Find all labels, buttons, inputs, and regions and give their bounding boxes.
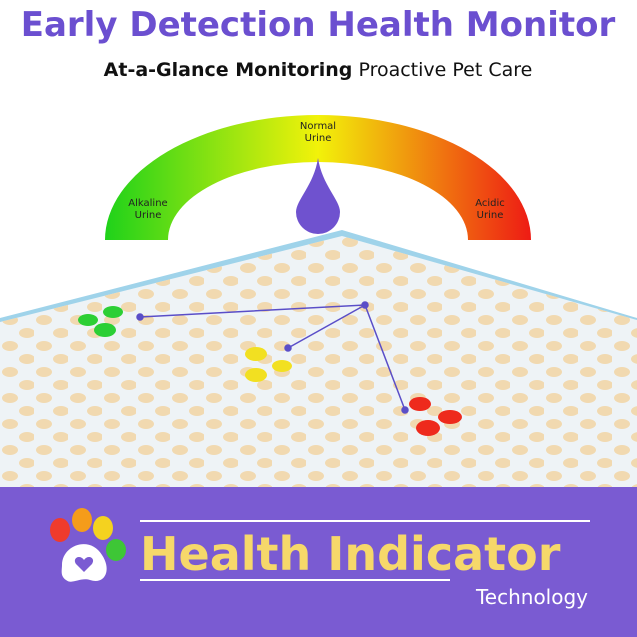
banner-title: Health Indicator bbox=[140, 527, 561, 581]
gauge-label: Acidic Urine bbox=[475, 198, 505, 221]
pointer-lines bbox=[136, 301, 409, 414]
pad bbox=[0, 230, 637, 487]
title: Early Detection Health Monitor bbox=[21, 5, 616, 45]
drop-icon bbox=[296, 158, 340, 234]
banner-subtitle: Technology bbox=[475, 585, 588, 609]
ph-gauge bbox=[105, 115, 531, 240]
banner bbox=[0, 487, 637, 637]
paw-stain-yellow bbox=[245, 347, 292, 382]
gauge-label: Normal Urine bbox=[300, 121, 336, 144]
gauge-label: Alkaline Urine bbox=[128, 198, 167, 221]
subtitle: At-a-Glance Monitoring Proactive Pet Car… bbox=[104, 59, 533, 81]
paw-stain-green bbox=[78, 306, 123, 337]
paw-stain-red bbox=[409, 397, 462, 436]
paw-logo bbox=[50, 508, 126, 582]
